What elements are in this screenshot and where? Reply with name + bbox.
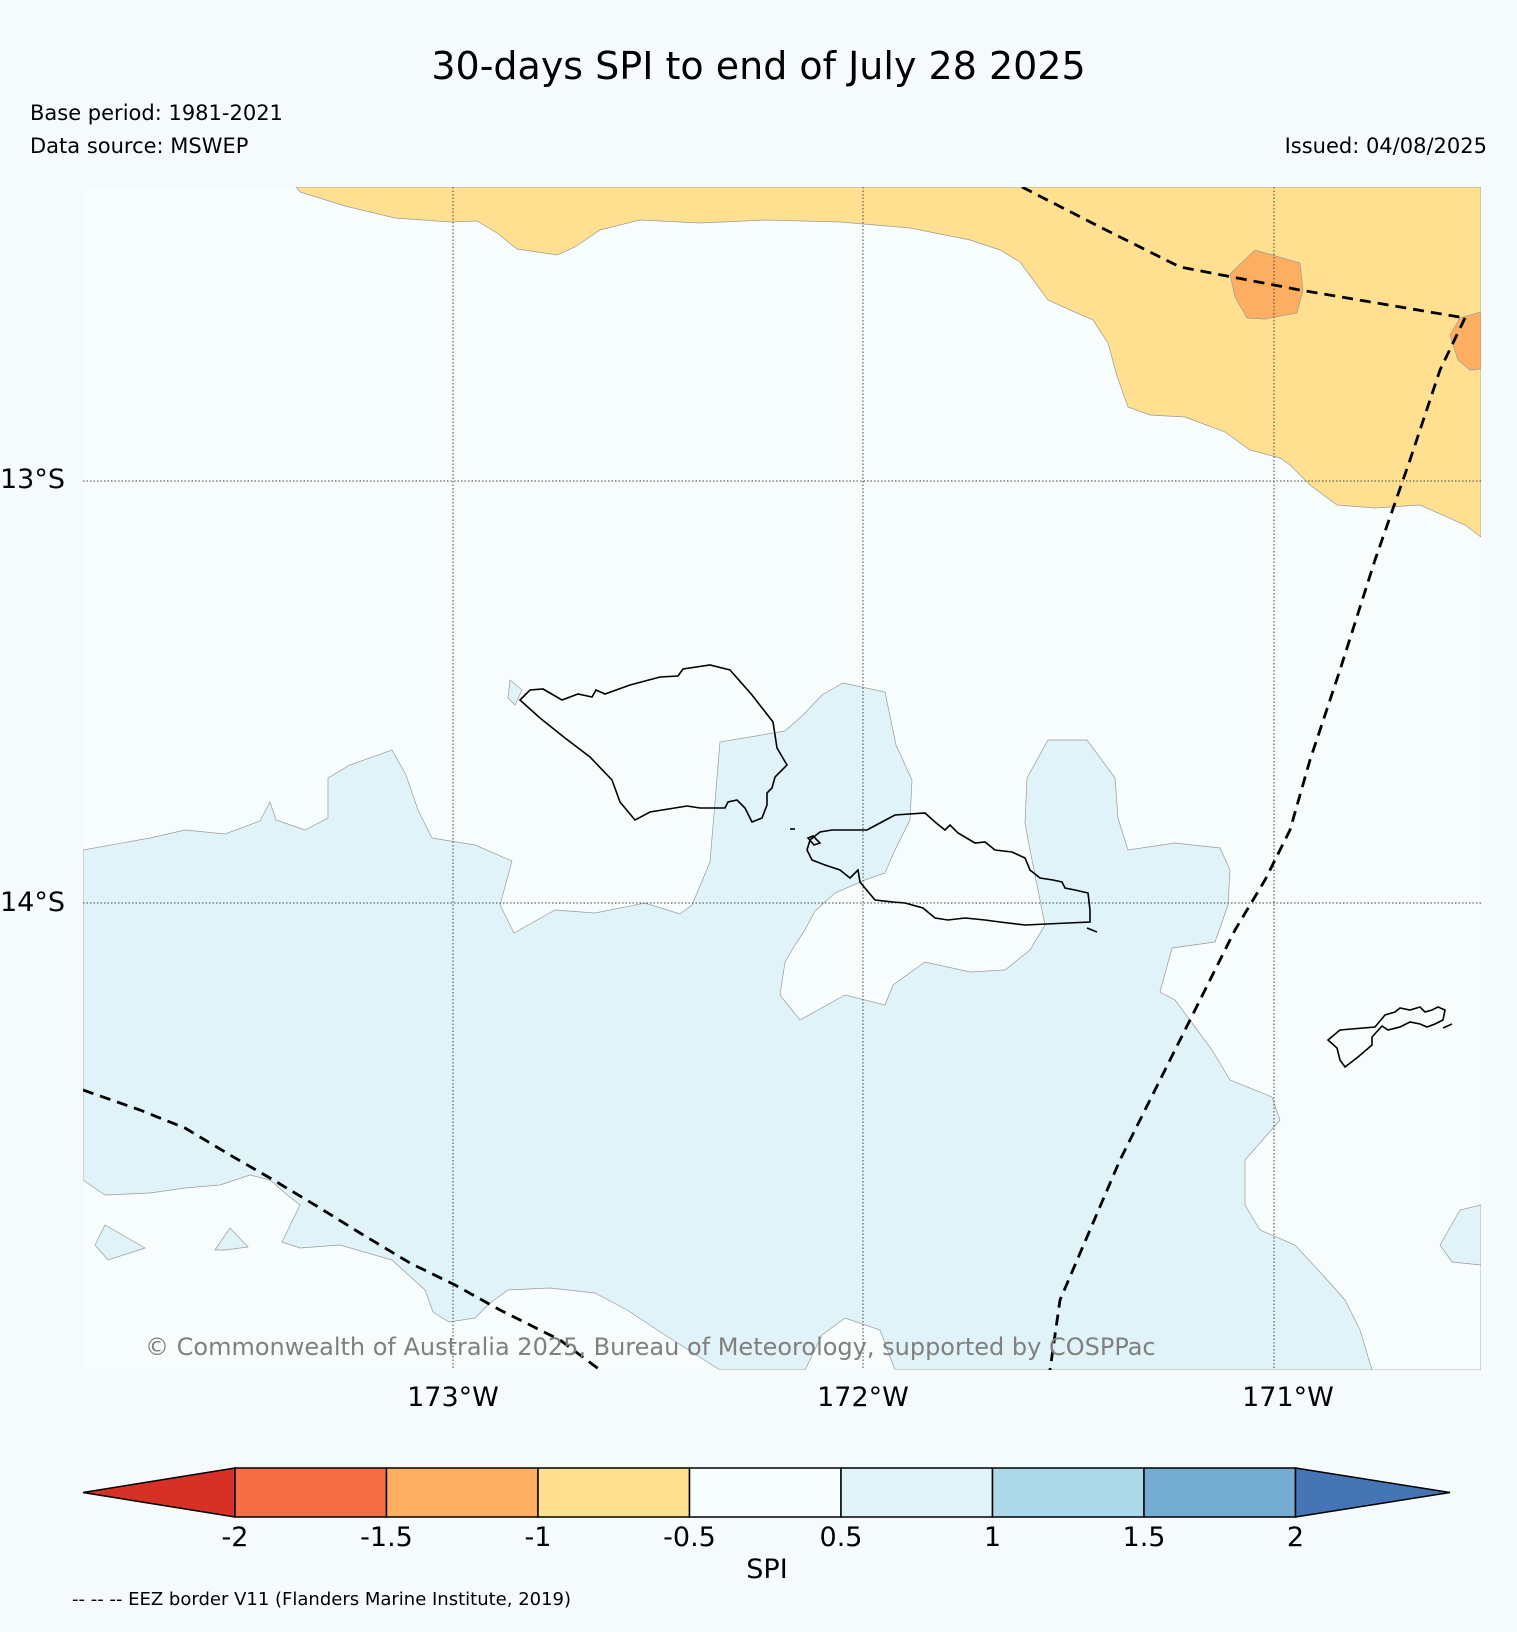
upolu-tip: [1086, 927, 1098, 933]
lon-label-172w: 172°W: [817, 1382, 909, 1413]
chart-title: 30-days SPI to end of July 28 2025: [431, 44, 1086, 88]
lon-label-171w: 171°W: [1242, 1382, 1334, 1413]
colorbar-label: SPI: [746, 1554, 787, 1585]
colorbar-tick-label: 1: [984, 1522, 1001, 1553]
coastlines: [518, 664, 1453, 1069]
eez-border-southwest: [83, 1088, 601, 1370]
eez-border-north: [1021, 187, 1466, 320]
eez-border-east: [1048, 317, 1467, 1370]
data-source-text: Data source: MSWEP: [30, 134, 249, 158]
colorbar-segment: [385, 1467, 539, 1518]
colorbar-segment: [840, 1467, 994, 1518]
manono-islet: [806, 835, 822, 846]
colorbar-segment: [991, 1467, 1145, 1518]
eez-borders: [83, 187, 1467, 1370]
colorbar-tick-label: -1: [525, 1522, 552, 1553]
spi-wet-patch-islet: [507, 679, 523, 706]
colorbar-segment: [234, 1467, 388, 1518]
colorbar-tick-label: -1.5: [360, 1522, 413, 1553]
colorbar-segment: [688, 1467, 842, 1518]
colorbar-tick-label: -0.5: [663, 1522, 716, 1553]
spi-wet-patch-sw: [94, 1224, 146, 1261]
colorbar-segment: [82, 1467, 236, 1518]
spi-map: 13°S 14°S 173°W 172°W 171°W © Commonweal…: [0, 187, 1481, 1413]
tutuila-coastline: [1326, 1006, 1446, 1069]
base-period-text: Base period: 1981-2021: [30, 101, 283, 125]
eez-legend-note: -- -- -- EEZ border V11 (Flanders Marine…: [72, 1589, 572, 1610]
lat-label-14s: 14°S: [0, 887, 65, 918]
colorbar-segment: [537, 1467, 691, 1518]
spi-wet-patch-sw2: [214, 1227, 249, 1251]
spi-wet-region: [83, 682, 1481, 1370]
copyright-text: © Commonwealth of Australia 2025, Bureau…: [145, 1333, 1156, 1361]
spi-dry-region: [295, 187, 1481, 538]
lon-label-173w: 173°W: [407, 1382, 499, 1413]
lat-label-13s: 13°S: [0, 464, 65, 495]
colorbar-tick-label: 1.5: [1123, 1522, 1166, 1553]
savaii-coastline: [518, 664, 789, 824]
colorbar-tick-label: 0.5: [820, 1522, 863, 1553]
colorbar-tick-label: 2: [1287, 1522, 1304, 1553]
upolu-coastline: [806, 812, 1091, 926]
graticule: [83, 187, 1481, 1370]
spi-drier-pocket: [1229, 249, 1304, 320]
colorbar-tick-label: -2: [222, 1522, 249, 1553]
colorbar-segment: [1294, 1467, 1451, 1518]
colorbar-segment: [1143, 1467, 1297, 1518]
tutuila-tip: [1442, 1023, 1453, 1029]
spi-drier-pocket-edge: [1449, 311, 1481, 371]
issued-date-text: Issued: 04/08/2025: [1284, 134, 1487, 158]
